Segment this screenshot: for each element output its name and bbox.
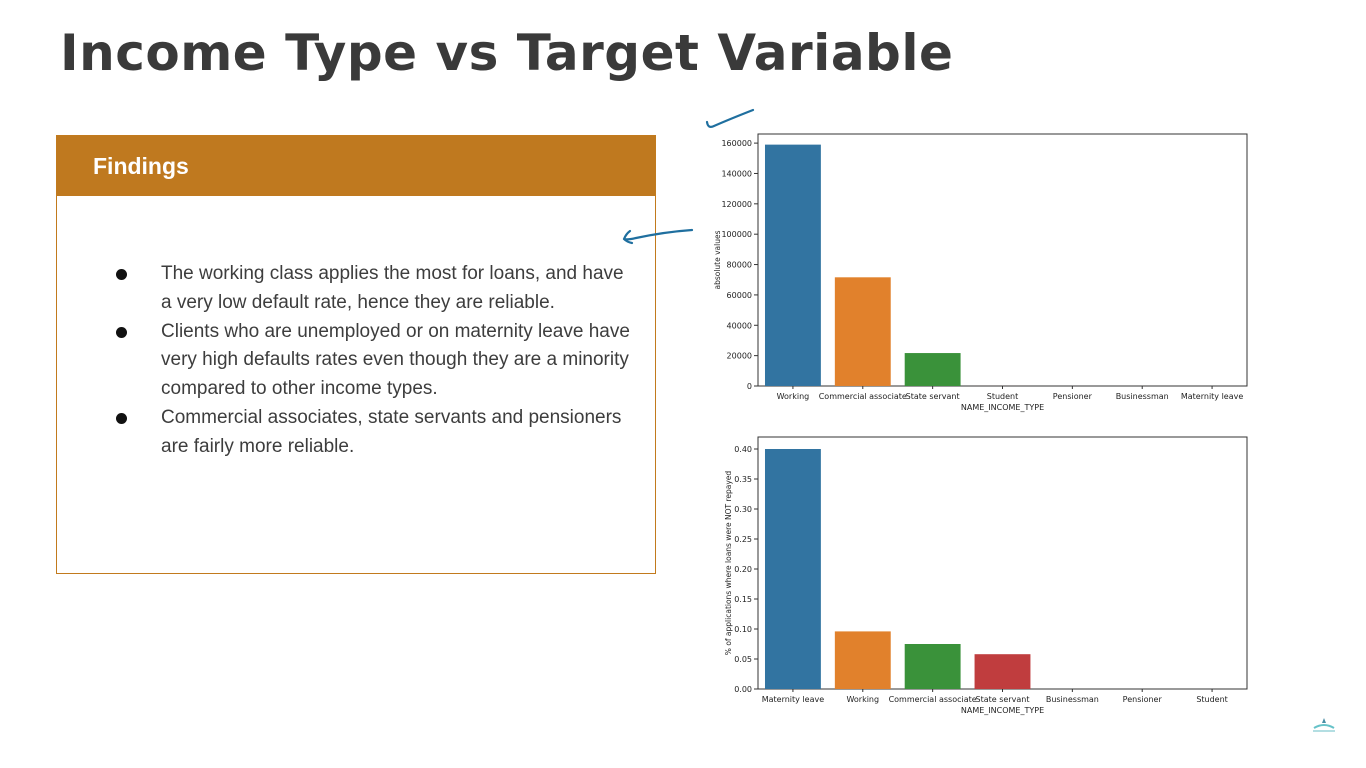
- y-axis-label: % of applications where loans were NOT r…: [724, 471, 733, 656]
- x-tick-label: Student: [987, 392, 1019, 401]
- finding-text: The working class applies the most for l…: [161, 263, 624, 313]
- x-axis-label: NAME_INCOME_TYPE: [961, 403, 1044, 412]
- pen-arrow-icon: [622, 228, 694, 245]
- y-tick-label: 0.00: [734, 685, 752, 694]
- y-tick-label: 0.35: [734, 475, 752, 484]
- y-axis-label: absolute values: [713, 230, 722, 289]
- bullet-icon: [116, 269, 127, 280]
- income-type-count-chart: 0 20000 40000 60000 80000 100000 120000 140000 1…: [713, 133, 1248, 412]
- y-tick-label: 60000: [727, 291, 752, 300]
- bar: [904, 353, 961, 386]
- bullet-icon: [116, 326, 127, 338]
- x-tick-label: Commercial associate: [889, 695, 977, 704]
- x-tick-label: Pensioner: [1053, 392, 1093, 401]
- bar: [834, 631, 891, 689]
- y-tick-label: 0.20: [734, 565, 752, 574]
- x-tick-label: Pensioner: [1123, 695, 1163, 704]
- x-tick-label: Working: [777, 392, 810, 401]
- y-tick-label: 140000: [721, 169, 752, 178]
- finding-item: Commercial associates, state servants an…: [113, 404, 633, 462]
- bar: [974, 654, 1031, 689]
- x-tick-label: Businessman: [1116, 392, 1169, 401]
- findings-panel: Findings The working class applies the m…: [56, 135, 656, 574]
- y-tick-label: 160000: [721, 139, 752, 148]
- x-tick-label: State servant: [906, 392, 960, 401]
- bar: [764, 144, 821, 386]
- finding-item: Clients who are unemployed or on materni…: [113, 318, 633, 404]
- x-tick-label: Working: [846, 695, 879, 704]
- plot-area: [757, 133, 1248, 387]
- bar: [834, 277, 891, 386]
- y-tick-label: 0: [747, 382, 752, 391]
- y-tick-label: 0.30: [734, 505, 752, 514]
- y-tick-label: 0.05: [734, 655, 752, 664]
- pen-checkmark-icon: [705, 108, 755, 128]
- logo-icon: [1313, 718, 1335, 732]
- y-tick-label: 40000: [727, 321, 752, 330]
- slide-title: Income Type vs Target Variable: [60, 24, 954, 82]
- finding-text: Commercial associates, state servants an…: [161, 406, 622, 457]
- income-type-default-rate-chart: 0.00 0.05 0.10 0.15 0.20 0.25 0.30 0.35 0.40 Mate…: [724, 436, 1248, 715]
- x-tick-label: Maternity leave: [1181, 392, 1244, 401]
- findings-header: Findings: [57, 136, 655, 196]
- bullet-icon: [116, 412, 127, 424]
- x-tick-label: Commercial associate: [819, 392, 907, 401]
- x-tick-label: State servant: [976, 695, 1030, 704]
- x-tick-label: Student: [1196, 695, 1228, 704]
- y-tick-label: 0.10: [734, 625, 752, 634]
- bar: [904, 644, 961, 689]
- y-tick-label: 0.25: [734, 535, 752, 544]
- finding-item: The working class applies the most for l…: [113, 260, 633, 318]
- x-tick-label: Maternity leave: [762, 695, 825, 704]
- finding-text: Clients who are unemployed or on materni…: [161, 320, 630, 400]
- findings-list: The working class applies the most for l…: [113, 260, 633, 462]
- y-tick-label: 0.40: [734, 445, 752, 454]
- x-axis-label: NAME_INCOME_TYPE: [961, 706, 1044, 715]
- plot-area: [757, 436, 1248, 690]
- bar: [764, 449, 821, 689]
- y-tick-label: 100000: [721, 230, 752, 239]
- y-tick-label: 120000: [721, 200, 752, 209]
- y-tick-label: 80000: [727, 261, 752, 270]
- y-tick-label: 20000: [727, 352, 752, 361]
- x-tick-label: Businessman: [1046, 695, 1099, 704]
- y-tick-label: 0.15: [734, 595, 752, 604]
